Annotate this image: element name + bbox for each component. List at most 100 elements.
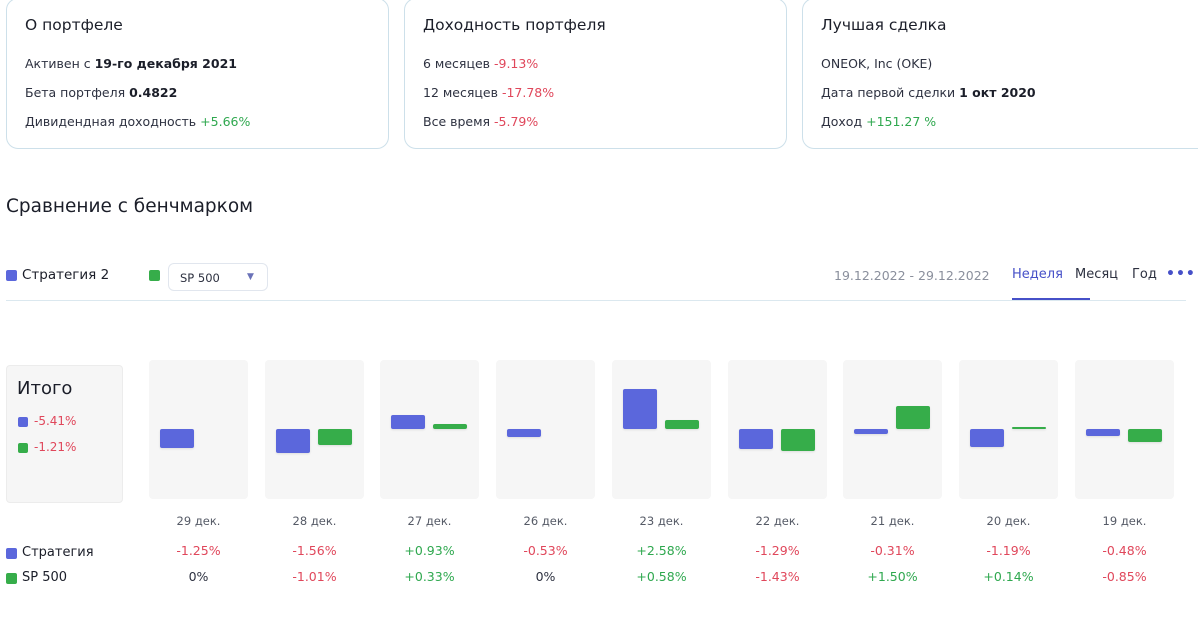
return-12m-label: 12 месяцев bbox=[423, 85, 498, 100]
beta-value: 0.4822 bbox=[129, 85, 178, 100]
tab-week[interactable]: Неделя bbox=[1012, 267, 1063, 282]
strategy-bar bbox=[160, 429, 194, 449]
portfolio-card: О портфеле Активен с 19-го декабря 2021 … bbox=[6, 0, 389, 149]
strategy-bar bbox=[739, 429, 773, 449]
strategy-day-value: +0.93% bbox=[404, 543, 455, 558]
income-label: Доход bbox=[821, 114, 863, 129]
beta-label: Бета портфеля bbox=[25, 85, 126, 100]
benchmark-bar bbox=[896, 405, 930, 429]
benchmark-bar bbox=[781, 429, 815, 452]
strategy-row-swatch bbox=[6, 548, 17, 559]
more-options-icon[interactable]: ••• bbox=[1166, 266, 1196, 282]
benchmark-select[interactable]: SP 500 ▼ bbox=[168, 263, 268, 291]
dividend-value: +5.66% bbox=[200, 114, 251, 129]
benchmark-day-value: +0.14% bbox=[983, 569, 1034, 584]
benchmark-day-value: 0% bbox=[535, 569, 556, 584]
benchmark-bar bbox=[665, 420, 699, 429]
income-row: Доход +151.27 % bbox=[821, 114, 936, 129]
return-all-label: Все время bbox=[423, 114, 491, 129]
strategy-day-value: -1.19% bbox=[986, 543, 1031, 558]
benchmark-day-value: -1.01% bbox=[292, 569, 337, 584]
strategy-bar bbox=[276, 429, 310, 454]
totals-benchmark-swatch bbox=[18, 443, 28, 453]
return-12m-value: -17.78% bbox=[501, 85, 555, 100]
strategy-label: Стратегия 2 bbox=[22, 267, 110, 283]
totals-title: Итого bbox=[17, 378, 73, 399]
return-6m-value: -9.13% bbox=[494, 56, 539, 71]
date-range[interactable]: 19.12.2022 - 29.12.2022 bbox=[834, 268, 990, 283]
return-all-value: -5.79% bbox=[494, 114, 539, 129]
benchmark-day-value: -0.85% bbox=[1102, 569, 1147, 584]
benchmark-bar bbox=[433, 423, 467, 429]
active-since-label: Активен с bbox=[25, 56, 91, 71]
tab-year[interactable]: Год bbox=[1132, 267, 1157, 282]
benchmark-bar bbox=[1128, 429, 1162, 443]
strategy-day-value: +2.58% bbox=[636, 543, 687, 558]
day-label: 20 дек. bbox=[986, 514, 1031, 528]
benchmark-row-swatch bbox=[6, 573, 17, 584]
benchmark-select-value: SP 500 bbox=[180, 271, 220, 285]
active-tab-indicator bbox=[1012, 298, 1090, 300]
strategy-bar bbox=[507, 429, 541, 438]
day-label: 27 дек. bbox=[407, 514, 452, 528]
chevron-down-icon: ▼ bbox=[247, 272, 254, 282]
benchmark-legend-swatch bbox=[149, 270, 160, 281]
returns-card: Доходность портфеля 6 месяцев -9.13% 12 … bbox=[404, 0, 787, 149]
strategy-day-value: -1.56% bbox=[292, 543, 337, 558]
day-label: 19 дек. bbox=[1102, 514, 1147, 528]
first-deal-row: Дата первой сделки 1 окт 2020 bbox=[821, 85, 1036, 100]
totals-strategy-value: -5.41% bbox=[34, 414, 77, 428]
return-12m-row: 12 месяцев -17.78% bbox=[423, 85, 554, 100]
benchmark-bar bbox=[318, 429, 352, 445]
active-since-date: 19-го декабря 2021 bbox=[94, 56, 237, 71]
strategy-day-value: -0.53% bbox=[523, 543, 568, 558]
day-label: 26 дек. bbox=[523, 514, 568, 528]
benchmark-day-value: -1.43% bbox=[755, 569, 800, 584]
benchmark-day-value: +0.33% bbox=[404, 569, 455, 584]
benchmark-day-value: +0.58% bbox=[636, 569, 687, 584]
strategy-day-value: -1.25% bbox=[176, 543, 221, 558]
strategy-bar bbox=[623, 389, 657, 429]
strategy-row-label: Стратегия bbox=[22, 545, 94, 560]
strategy-bar bbox=[391, 414, 425, 429]
return-6m-row: 6 месяцев -9.13% bbox=[423, 56, 538, 71]
day-column[interactable] bbox=[612, 360, 711, 499]
benchmark-section-title: Сравнение с бенчмарком bbox=[6, 196, 254, 217]
divider bbox=[6, 300, 1186, 301]
strategy-bar bbox=[854, 429, 888, 434]
strategy-bar bbox=[970, 429, 1004, 448]
day-label: 21 дек. bbox=[870, 514, 915, 528]
tab-month[interactable]: Месяц bbox=[1075, 267, 1119, 282]
return-all-row: Все время -5.79% bbox=[423, 114, 538, 129]
totals-benchmark-value: -1.21% bbox=[34, 440, 77, 454]
strategy-legend-swatch bbox=[6, 270, 17, 281]
day-label: 23 дек. bbox=[639, 514, 684, 528]
portfolio-card-title: О портфеле bbox=[25, 16, 123, 34]
benchmark-bar bbox=[1012, 426, 1046, 429]
strategy-day-value: -0.48% bbox=[1102, 543, 1147, 558]
strategy-day-value: -1.29% bbox=[755, 543, 800, 558]
best-deal-card-title: Лучшая сделка bbox=[821, 16, 947, 34]
best-deal-ticker-link[interactable]: ONEOK, Inc (OKE) bbox=[821, 56, 933, 71]
day-label: 29 дек. bbox=[176, 514, 221, 528]
strategy-day-value: -0.31% bbox=[870, 543, 915, 558]
day-label: 28 дек. bbox=[292, 514, 337, 528]
day-column[interactable] bbox=[380, 360, 479, 499]
dividend-label: Дивидендная доходность bbox=[25, 114, 197, 129]
dividend-row: Дивидендная доходность +5.66% bbox=[25, 114, 250, 129]
benchmark-day-value: +1.50% bbox=[867, 569, 918, 584]
beta-row: Бета портфеля 0.4822 bbox=[25, 85, 177, 100]
benchmark-day-value: 0% bbox=[188, 569, 209, 584]
first-deal-label: Дата первой сделки bbox=[821, 85, 956, 100]
returns-card-title: Доходность портфеля bbox=[423, 16, 606, 34]
totals-box: Итого -5.41% -1.21% bbox=[6, 365, 123, 503]
best-deal-card: Лучшая сделка ONEOK, Inc (OKE) Дата перв… bbox=[802, 0, 1198, 149]
totals-strategy-swatch bbox=[18, 417, 28, 427]
strategy-bar bbox=[1086, 429, 1120, 437]
benchmark-row-label: SP 500 bbox=[22, 570, 68, 585]
income-value: +151.27 % bbox=[866, 114, 937, 129]
day-label: 22 дек. bbox=[755, 514, 800, 528]
first-deal-date: 1 окт 2020 bbox=[959, 85, 1036, 100]
active-since-row: Активен с 19-го декабря 2021 bbox=[25, 56, 237, 71]
return-6m-label: 6 месяцев bbox=[423, 56, 491, 71]
